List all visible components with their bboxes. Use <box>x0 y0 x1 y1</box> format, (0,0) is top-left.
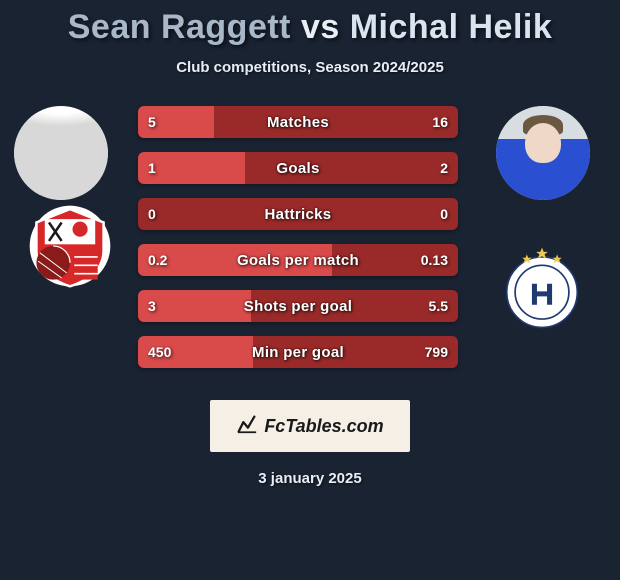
stat-value-right: 5.5 <box>419 290 458 322</box>
stat-value-right: 0.13 <box>411 244 458 276</box>
logo-icon <box>236 413 258 440</box>
stat-value-right: 16 <box>422 106 458 138</box>
vs-label: vs <box>301 8 340 46</box>
player2-avatar <box>496 106 590 200</box>
player1-club-badge <box>28 204 112 288</box>
stat-label: Matches <box>138 106 458 138</box>
subtitle: Club competitions, Season 2024/2025 <box>0 59 620 76</box>
stat-value-right: 799 <box>415 336 458 368</box>
stats-bars: 5Matches16 1Goals2 0Hattricks0 0.2Goals per… <box>138 106 458 382</box>
player1-avatar <box>14 106 108 200</box>
stat-bar: 3Shots per goal5.5 <box>138 290 458 322</box>
date-label: 3 january 2025 <box>0 470 620 487</box>
stat-value-right: 2 <box>430 152 458 184</box>
stat-label: Min per goal <box>138 336 458 368</box>
stat-label: Goals <box>138 152 458 184</box>
player2-club-badge <box>500 246 584 330</box>
stat-bar: 0.2Goals per match0.13 <box>138 244 458 276</box>
comparison-title: Sean Raggett vs Michal Helik <box>0 0 620 47</box>
player1-name: Sean Raggett <box>68 8 291 46</box>
stat-bar: 0Hattricks0 <box>138 198 458 230</box>
logo-text: FcTables.com <box>264 416 383 437</box>
stat-bar: 1Goals2 <box>138 152 458 184</box>
fctables-logo: FcTables.com <box>210 400 410 452</box>
comparison-content: 5Matches16 1Goals2 0Hattricks0 0.2Goals per… <box>0 106 620 386</box>
stat-label: Hattricks <box>138 198 458 230</box>
stat-bar: 5Matches16 <box>138 106 458 138</box>
stat-value-right: 0 <box>430 198 458 230</box>
player2-name: Michal Helik <box>350 8 553 46</box>
stat-label: Shots per goal <box>138 290 458 322</box>
stat-bar: 450Min per goal799 <box>138 336 458 368</box>
